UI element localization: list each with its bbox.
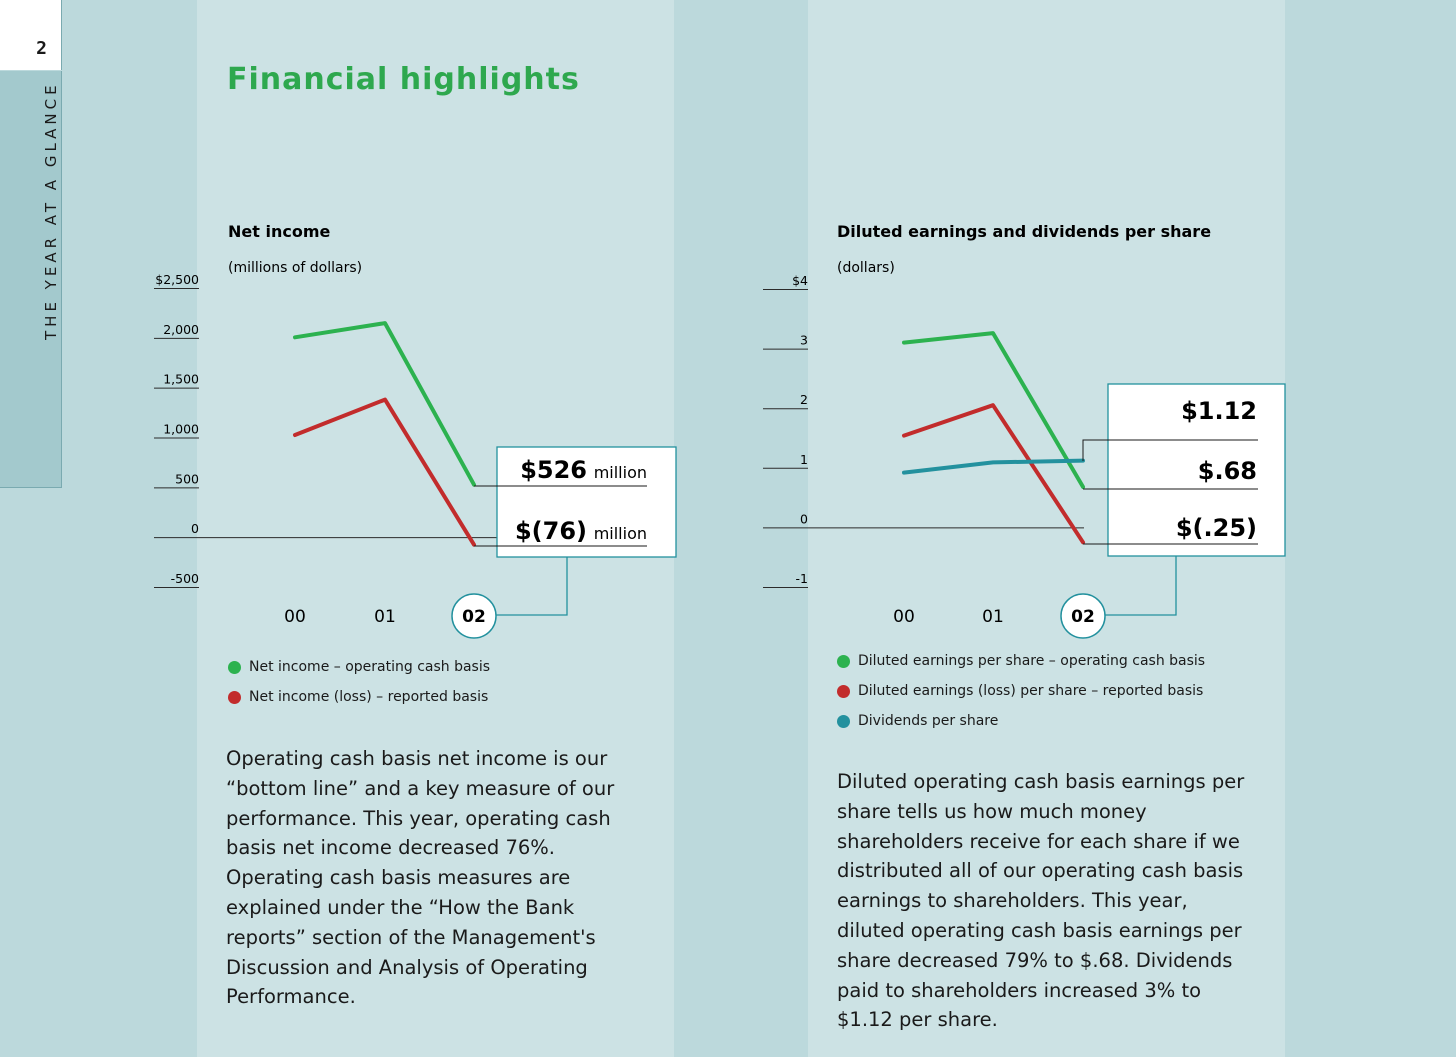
callout-value: $.68 bbox=[1198, 457, 1257, 485]
eps-description: Diluted operating cash basis earnings pe… bbox=[837, 770, 1245, 1032]
callout-value: $1.12 bbox=[1181, 397, 1257, 425]
highlight-year-circle bbox=[451, 593, 497, 639]
y-tick-label: -500 bbox=[171, 571, 199, 586]
series-line bbox=[902, 331, 1085, 489]
net-income-legend: Net income – operating cash basis Net inc… bbox=[228, 652, 490, 712]
legend-dot-icon bbox=[837, 684, 850, 698]
legend-dot-icon bbox=[837, 714, 850, 728]
section-band bbox=[0, 71, 62, 488]
series-line bbox=[902, 403, 1085, 545]
legend-item: Net income (loss) – reported basis bbox=[228, 682, 490, 712]
callout-unit: million bbox=[594, 463, 647, 482]
callout-leader bbox=[1082, 439, 1258, 461]
eps-legend: Diluted earnings per share – operating c… bbox=[837, 646, 1205, 736]
legend-item: Dividends per share bbox=[837, 706, 1205, 736]
x-tick-label: 01 bbox=[374, 607, 396, 627]
legend-dot-icon bbox=[228, 660, 241, 674]
y-tick-label: 0 bbox=[191, 521, 199, 536]
y-tick-label: 3 bbox=[800, 333, 808, 348]
legend-label: Diluted earnings (loss) per share – repo… bbox=[858, 683, 1204, 699]
y-tick-label: 0 bbox=[800, 511, 808, 526]
y-tick-label: $4 bbox=[792, 273, 808, 288]
series-line bbox=[293, 321, 476, 487]
legend-label: Net income (loss) – reported basis bbox=[249, 689, 489, 705]
callout-box bbox=[496, 446, 677, 558]
chart-subtitle: (millions of dollars) bbox=[228, 260, 362, 276]
x-tick-label: 02 bbox=[462, 607, 486, 627]
callout-connector bbox=[1105, 556, 1177, 616]
highlight-year-circle bbox=[1060, 593, 1106, 639]
y-tick-label: 2,000 bbox=[163, 322, 199, 337]
x-tick-label: 02 bbox=[1071, 607, 1095, 627]
y-tick-label: 2 bbox=[800, 392, 808, 407]
callout-box bbox=[1107, 383, 1286, 557]
y-tick-label: 1 bbox=[800, 452, 808, 467]
y-tick-label: 500 bbox=[175, 471, 199, 486]
y-tick-label: $2,500 bbox=[155, 272, 199, 287]
series-line bbox=[902, 458, 1085, 475]
page-number-tab: 2 bbox=[0, 0, 62, 70]
callout-value: $(.25) bbox=[1176, 514, 1257, 542]
legend-label: Dividends per share bbox=[858, 713, 999, 729]
page-number: 2 bbox=[36, 38, 47, 59]
y-tick-label: 1,500 bbox=[163, 372, 199, 387]
chart-subtitle: (dollars) bbox=[837, 260, 895, 276]
callout-connector bbox=[496, 557, 568, 616]
y-tick-label: -1 bbox=[796, 571, 808, 586]
x-tick-label: 00 bbox=[284, 607, 306, 627]
legend-item: Diluted earnings (loss) per share – repo… bbox=[837, 676, 1205, 706]
legend-dot-icon bbox=[228, 690, 241, 704]
callout-value: $526 bbox=[520, 456, 587, 484]
legend-label: Net income – operating cash basis bbox=[249, 659, 491, 675]
chart-title: Net income bbox=[228, 222, 330, 241]
legend-label: Diluted earnings per share – operating c… bbox=[858, 653, 1206, 669]
y-tick-label: 1,000 bbox=[163, 422, 199, 437]
legend-item: Net income – operating cash basis bbox=[228, 652, 490, 682]
x-tick-label: 00 bbox=[893, 607, 915, 627]
net-income-description: Operating cash basis net income is our “… bbox=[226, 747, 615, 1009]
series-line bbox=[293, 397, 476, 547]
callout-value: $(76) bbox=[515, 517, 587, 545]
legend-item: Diluted earnings per share – operating c… bbox=[837, 646, 1205, 676]
chart-title: Diluted earnings and dividends per share bbox=[837, 222, 1211, 241]
callout-unit: million bbox=[594, 524, 647, 543]
legend-dot-icon bbox=[837, 654, 850, 668]
x-tick-label: 01 bbox=[982, 607, 1004, 627]
page-title: Financial highlights bbox=[227, 62, 580, 97]
